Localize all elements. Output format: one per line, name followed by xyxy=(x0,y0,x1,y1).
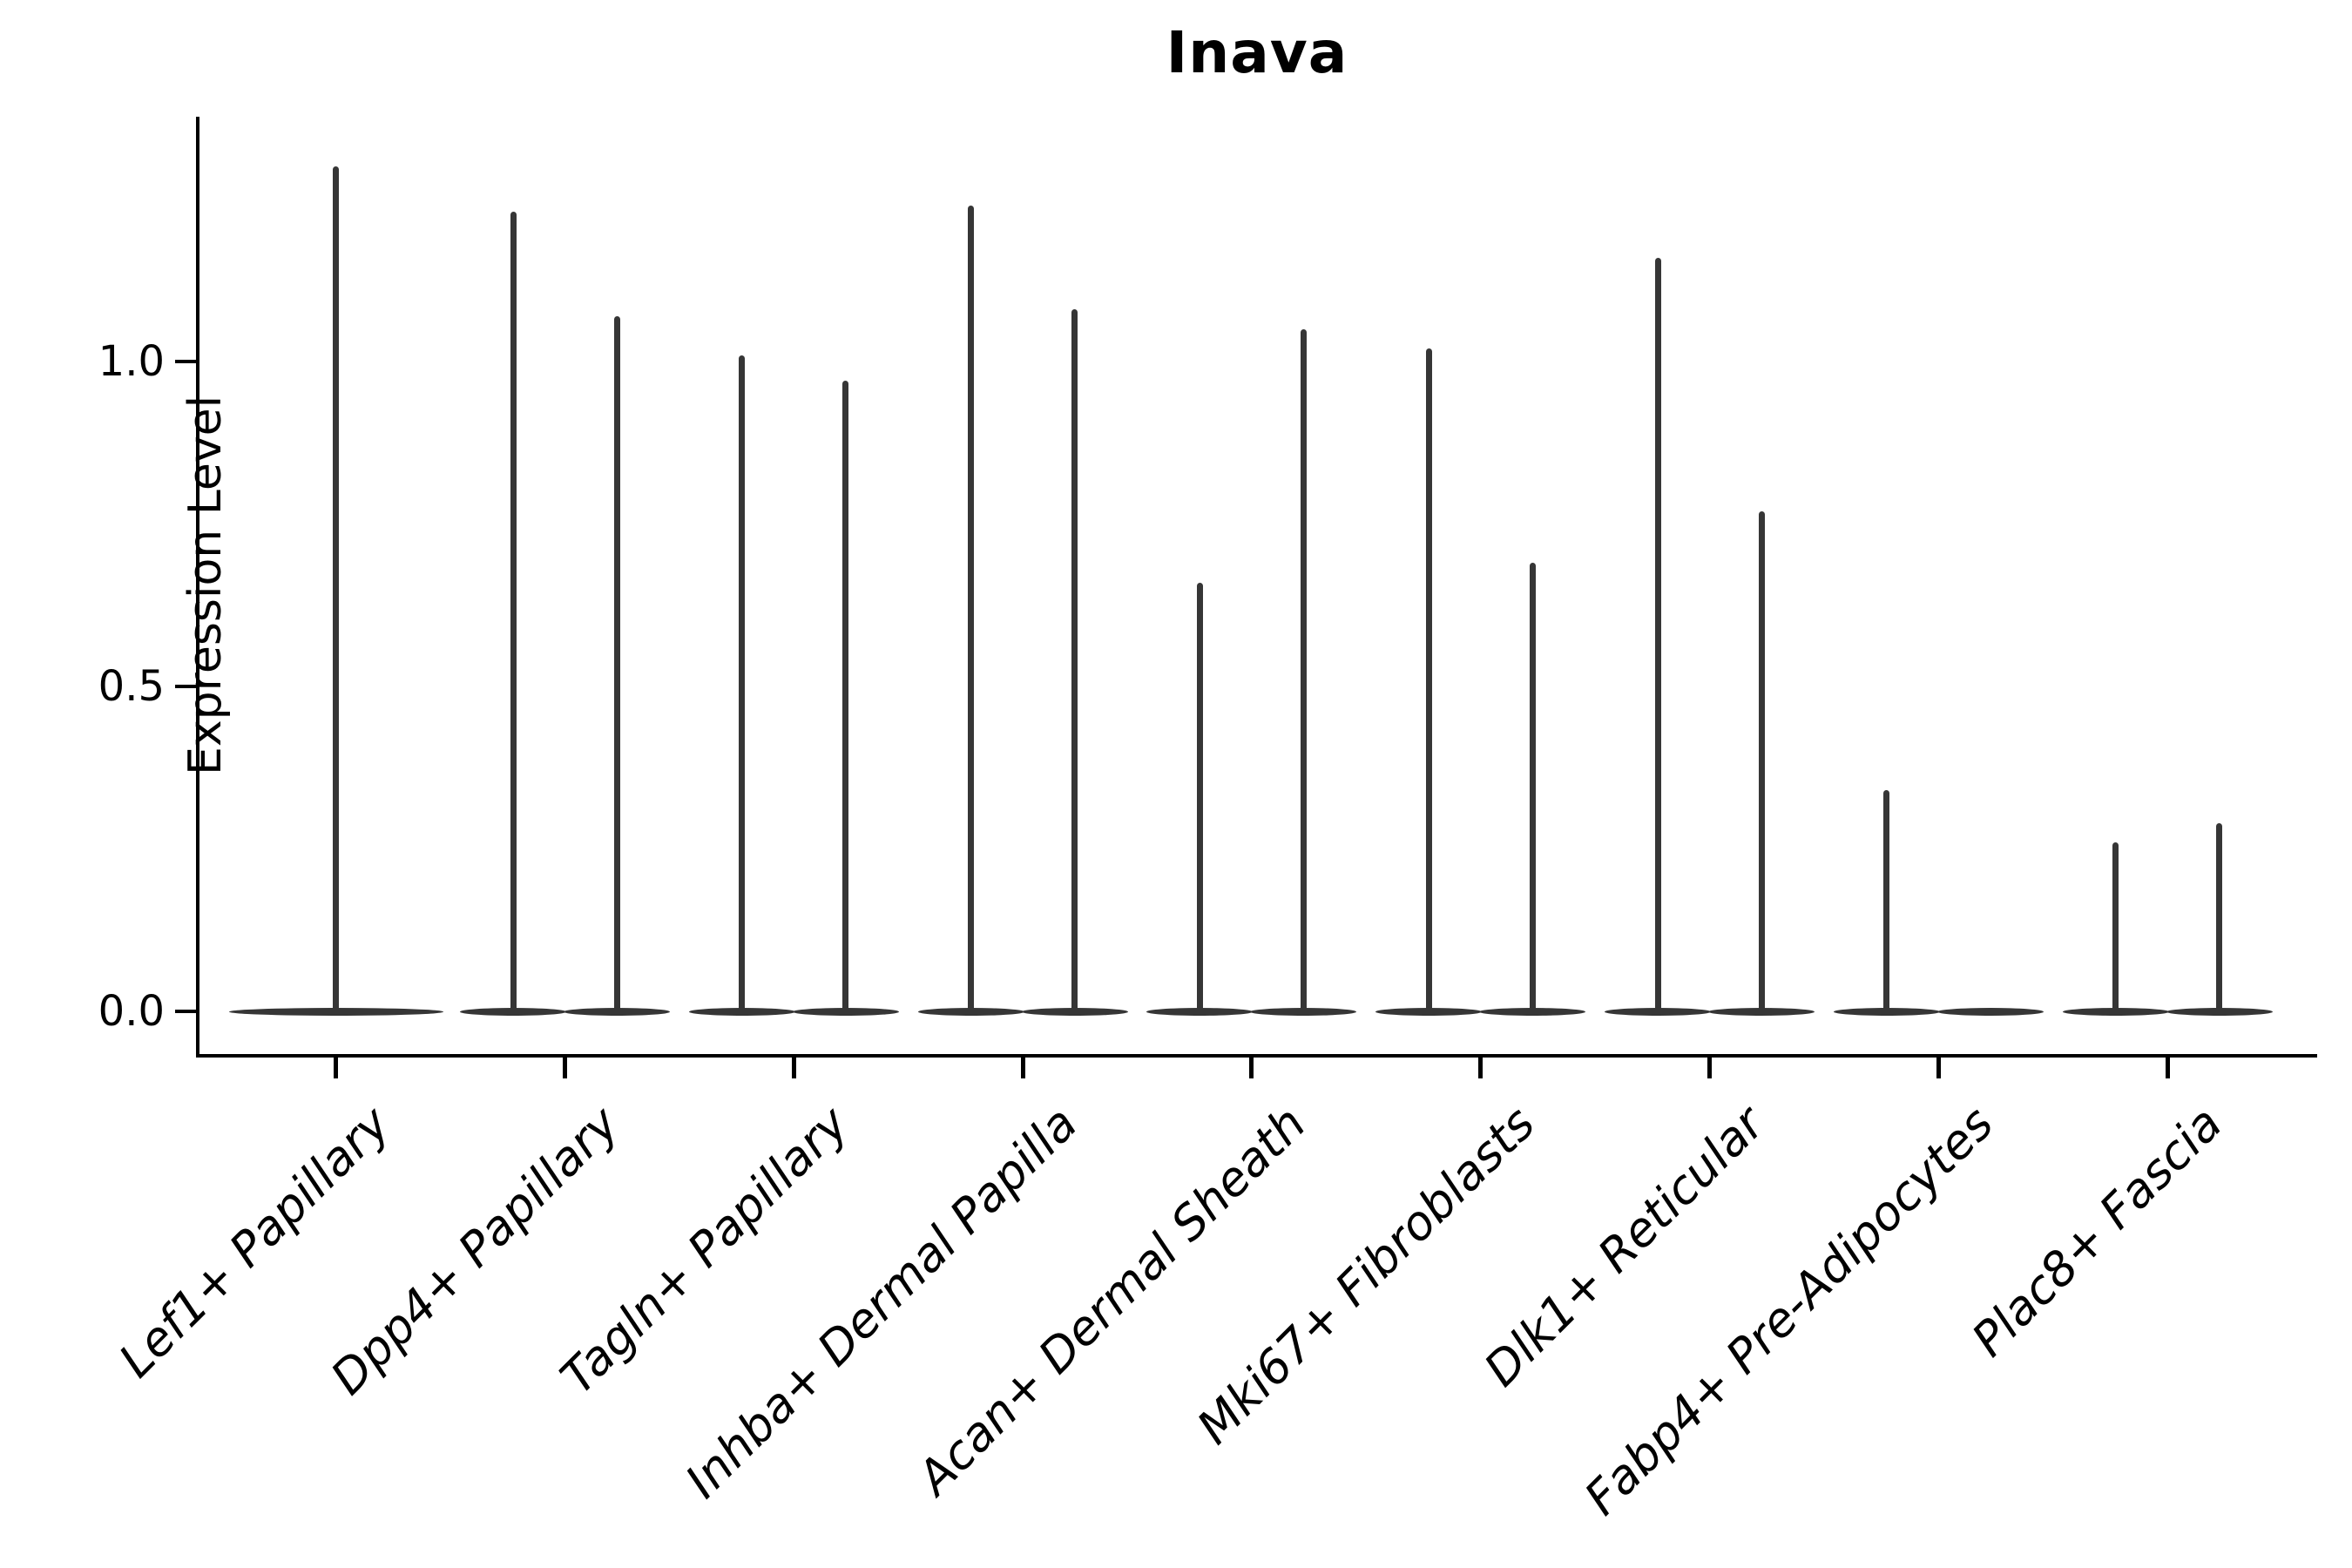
x-tick-mark xyxy=(1936,1054,1941,1078)
y-tick-mark xyxy=(175,685,198,688)
violin-base xyxy=(792,1007,899,1016)
y-axis-label: Expression Level xyxy=(179,395,233,776)
y-tick-mark xyxy=(175,1010,198,1013)
violin-spike xyxy=(2112,842,2119,1011)
y-tick-label: 0.0 xyxy=(98,987,165,1036)
violin-spike xyxy=(739,355,746,1011)
violin-base xyxy=(1146,1007,1254,1016)
violin-base xyxy=(1375,1007,1483,1016)
y-tick-label: 1.0 xyxy=(98,337,165,386)
violin-spike xyxy=(2216,822,2223,1011)
violin-base xyxy=(1605,1007,1711,1016)
violin-spike xyxy=(1883,790,1890,1011)
violin-spike xyxy=(968,205,975,1011)
violin-base xyxy=(688,1007,795,1016)
x-tick-label: Inhba+ Dermal Papilla xyxy=(674,1096,1088,1509)
violin-spike xyxy=(1071,309,1078,1011)
violin-spike xyxy=(1196,582,1203,1011)
violin-base xyxy=(564,1007,670,1016)
violin-spike xyxy=(842,381,849,1011)
violin-base xyxy=(228,1007,443,1016)
violin-spike xyxy=(1300,328,1307,1011)
violin-spike xyxy=(1425,348,1432,1011)
violin-base xyxy=(917,1007,1024,1016)
violin-base xyxy=(1250,1007,1357,1016)
violin-base xyxy=(1479,1007,1586,1016)
violin-base xyxy=(1936,1007,2044,1016)
x-tick-mark xyxy=(1707,1054,1712,1078)
violin-spike xyxy=(333,166,340,1011)
y-tick-label: 0.5 xyxy=(98,662,165,711)
x-tick-mark xyxy=(563,1054,567,1078)
violin-base xyxy=(2166,1007,2273,1016)
x-tick-mark xyxy=(791,1054,796,1078)
violin-spike xyxy=(1529,563,1536,1011)
x-tick-mark xyxy=(1020,1054,1025,1078)
violin-spike xyxy=(1758,510,1765,1011)
x-tick-mark xyxy=(334,1054,339,1078)
x-tick-mark xyxy=(1478,1054,1484,1078)
violin-base xyxy=(1021,1007,1128,1016)
violin-base xyxy=(1708,1007,1815,1016)
y-tick-mark xyxy=(175,360,198,363)
violin-base xyxy=(1833,1007,1940,1016)
violin-base xyxy=(460,1007,566,1016)
chart-title: Inava xyxy=(1166,19,1348,86)
x-tick-mark xyxy=(1249,1054,1254,1078)
violin-spike xyxy=(510,212,517,1011)
violin-base xyxy=(2062,1007,2169,1016)
violin-spike xyxy=(1654,257,1661,1011)
x-axis-spine xyxy=(196,1054,2317,1058)
y-axis-spine xyxy=(196,117,199,1058)
x-tick-label: Acan+ Dermal Sheath xyxy=(907,1096,1317,1505)
x-tick-mark xyxy=(2165,1054,2170,1078)
violin-spike xyxy=(613,315,620,1011)
x-tick-label: Fabp4+ Pre-Adipocytes xyxy=(1573,1096,2004,1526)
